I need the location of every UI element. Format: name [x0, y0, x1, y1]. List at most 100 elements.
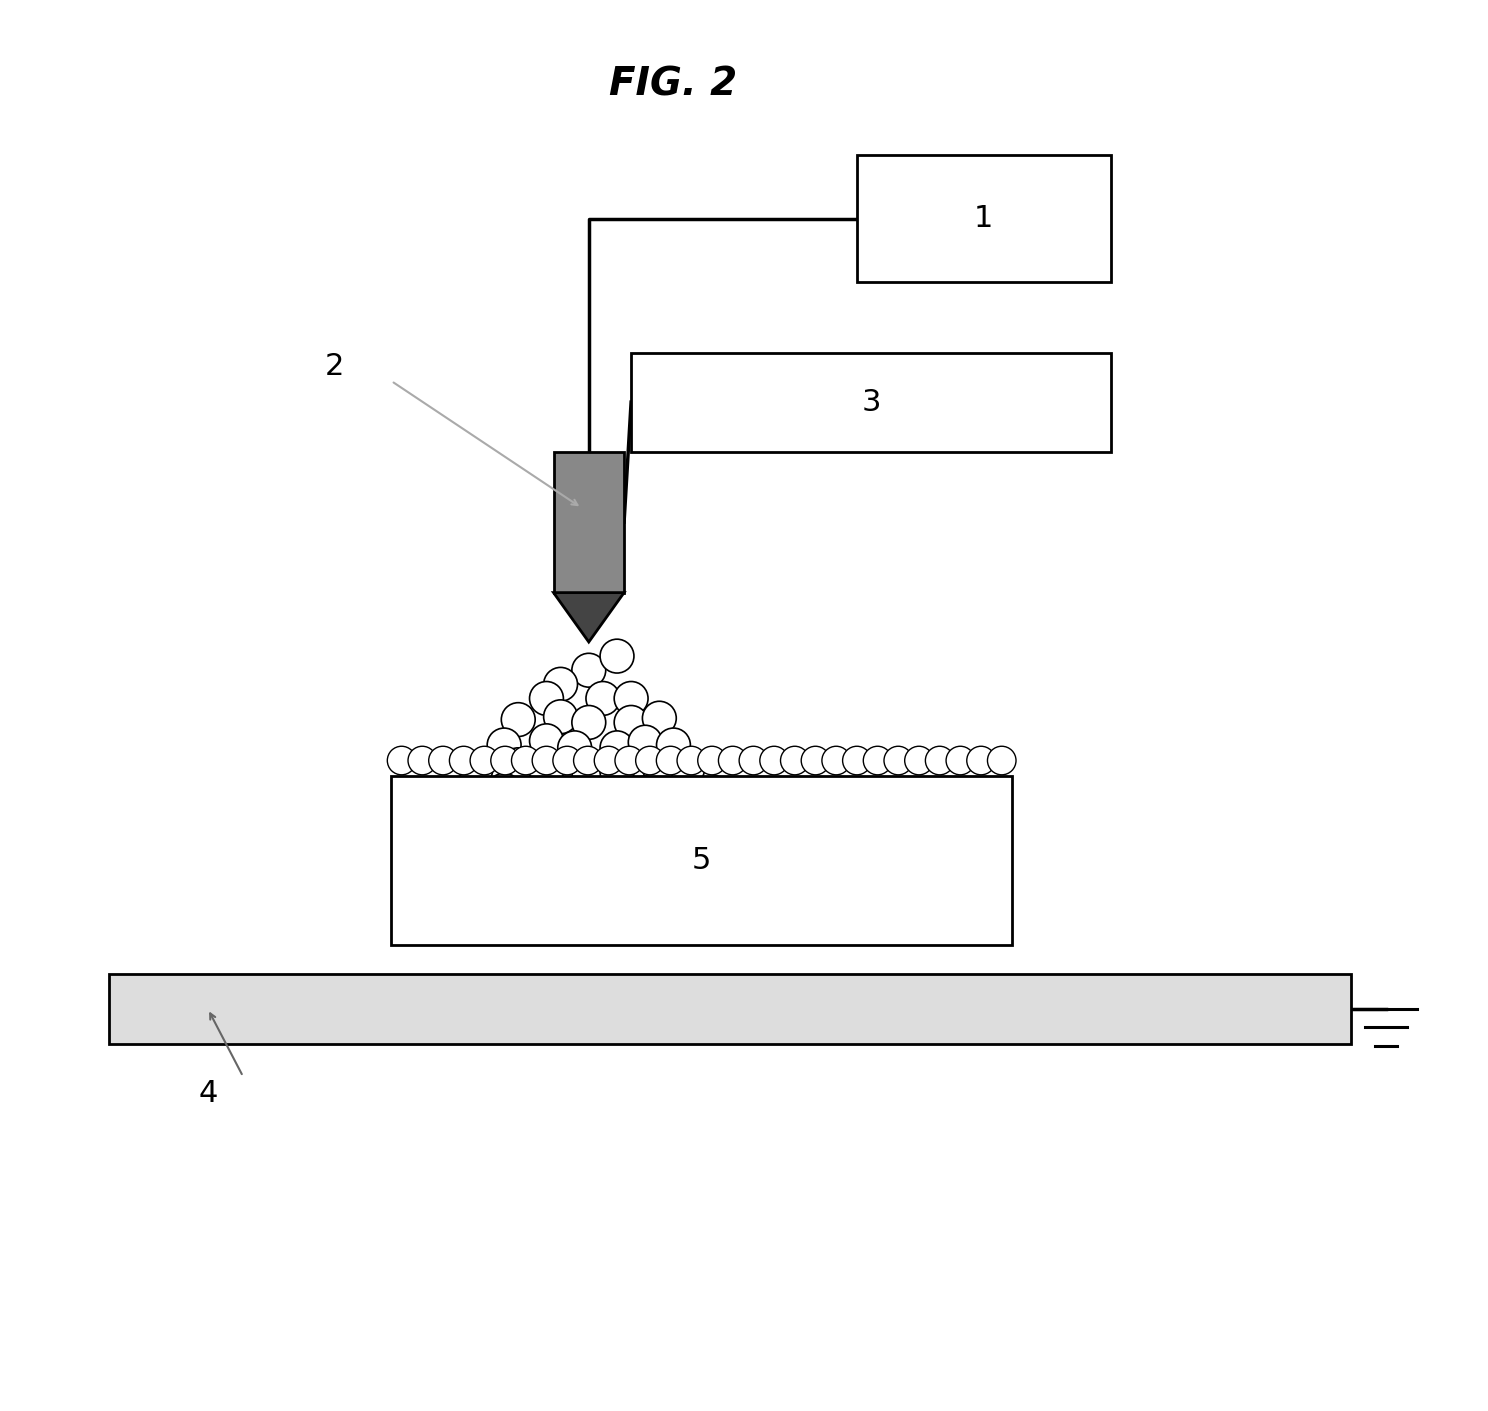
Circle shape [684, 806, 719, 840]
Circle shape [643, 751, 676, 785]
Circle shape [487, 773, 521, 807]
Text: 5: 5 [692, 847, 711, 875]
Bar [857, 155, 1112, 282]
Circle shape [698, 746, 726, 775]
Circle shape [628, 776, 662, 810]
Circle shape [643, 801, 676, 835]
Circle shape [946, 746, 975, 775]
Circle shape [656, 855, 690, 889]
Circle shape [656, 728, 690, 762]
Circle shape [530, 682, 564, 715]
Circle shape [615, 682, 649, 715]
Circle shape [512, 746, 540, 775]
Circle shape [558, 731, 592, 765]
Circle shape [863, 746, 891, 775]
Circle shape [600, 731, 634, 765]
Circle shape [656, 746, 684, 775]
Circle shape [615, 746, 643, 775]
Circle shape [501, 703, 536, 737]
Circle shape [573, 746, 603, 775]
Circle shape [586, 780, 620, 814]
Bar [554, 452, 623, 593]
Circle shape [470, 746, 498, 775]
Circle shape [530, 830, 564, 864]
Circle shape [699, 855, 732, 889]
Circle shape [586, 682, 620, 715]
Circle shape [821, 746, 851, 775]
Circle shape [656, 780, 690, 814]
Circle shape [487, 728, 521, 762]
Circle shape [756, 855, 789, 889]
Circle shape [445, 777, 479, 811]
Circle shape [699, 776, 732, 810]
Text: 3: 3 [862, 388, 881, 416]
Circle shape [643, 701, 676, 735]
Circle shape [635, 746, 664, 775]
Circle shape [926, 746, 954, 775]
Bar [631, 353, 1112, 452]
Circle shape [781, 746, 809, 775]
Circle shape [473, 855, 507, 889]
Circle shape [515, 855, 549, 889]
Circle shape [543, 667, 577, 701]
Circle shape [501, 806, 536, 840]
Circle shape [530, 755, 564, 789]
Circle shape [594, 746, 623, 775]
Circle shape [449, 746, 478, 775]
Circle shape [884, 746, 912, 775]
Circle shape [543, 700, 577, 734]
Circle shape [728, 830, 760, 864]
Circle shape [487, 830, 521, 864]
Circle shape [600, 830, 634, 864]
Circle shape [571, 706, 606, 739]
Text: 4: 4 [198, 1079, 217, 1108]
Circle shape [713, 801, 747, 835]
Circle shape [429, 746, 457, 775]
Circle shape [628, 725, 662, 759]
Circle shape [458, 830, 493, 864]
Circle shape [801, 746, 830, 775]
Bar [391, 776, 1012, 945]
Circle shape [719, 746, 747, 775]
Circle shape [905, 746, 933, 775]
Circle shape [628, 830, 662, 864]
Circle shape [967, 746, 995, 775]
Circle shape [430, 803, 464, 837]
Circle shape [558, 780, 592, 814]
Circle shape [988, 746, 1016, 775]
Text: 2: 2 [324, 353, 345, 381]
Circle shape [600, 755, 634, 789]
Circle shape [671, 830, 704, 864]
Bar [109, 974, 1351, 1044]
Circle shape [408, 746, 436, 775]
Circle shape [515, 780, 549, 814]
Circle shape [571, 653, 606, 687]
Polygon shape [554, 593, 623, 642]
Circle shape [671, 752, 704, 786]
Circle shape [473, 799, 507, 832]
Circle shape [554, 746, 582, 775]
Circle shape [586, 855, 620, 889]
Circle shape [600, 639, 634, 673]
Circle shape [543, 855, 577, 889]
Circle shape [530, 724, 564, 758]
Circle shape [387, 746, 415, 775]
Circle shape [760, 746, 789, 775]
Circle shape [677, 746, 705, 775]
Text: FIG. 2: FIG. 2 [610, 66, 738, 103]
Circle shape [571, 755, 606, 789]
Circle shape [615, 706, 649, 739]
Circle shape [533, 746, 561, 775]
Circle shape [458, 752, 493, 786]
Circle shape [615, 855, 649, 889]
Text: 1: 1 [975, 205, 994, 233]
Circle shape [740, 746, 768, 775]
Circle shape [543, 806, 577, 840]
Circle shape [501, 748, 536, 782]
Circle shape [403, 855, 436, 889]
Circle shape [445, 855, 479, 889]
Circle shape [842, 746, 870, 775]
Circle shape [571, 806, 606, 840]
Circle shape [615, 806, 649, 840]
Circle shape [491, 746, 519, 775]
